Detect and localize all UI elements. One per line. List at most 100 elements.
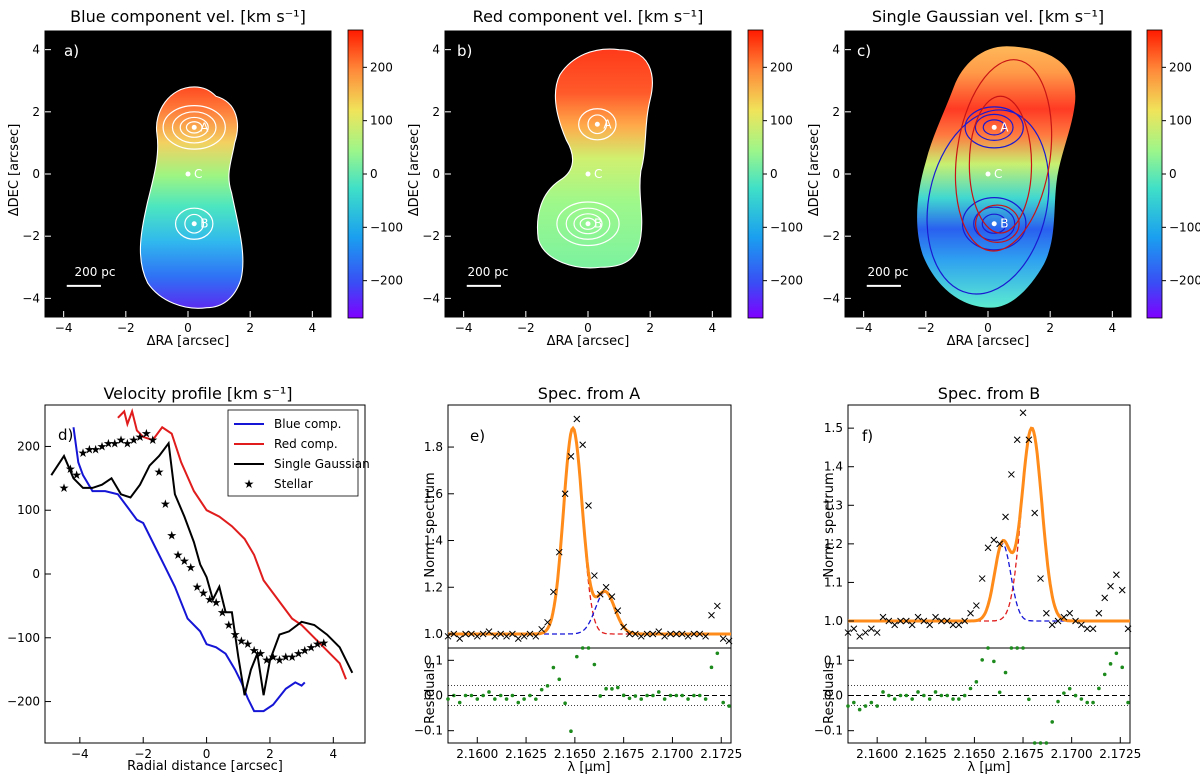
panel-f-residual-point bbox=[904, 693, 909, 698]
panel-c-nucleus-label: B bbox=[1000, 217, 1008, 231]
panel-e-residual-point bbox=[627, 696, 632, 701]
panel-f-data-point bbox=[1008, 471, 1015, 478]
panel-e-data-point bbox=[473, 632, 481, 640]
panel-f-residual-point bbox=[1091, 700, 1095, 705]
panel-d-stellar-point: ★ bbox=[287, 650, 298, 664]
panel-e-residual-point bbox=[522, 697, 526, 701]
panel-f-xlabel: λ [μm] bbox=[968, 760, 1011, 775]
panel-c-colorbar-tick-label: −100 bbox=[1169, 220, 1200, 234]
panel-d-stellar-point: ★ bbox=[147, 433, 158, 447]
panel-f-residual-point bbox=[945, 693, 949, 698]
panel-f-residual-point bbox=[986, 646, 990, 650]
panel-f-residual-point bbox=[1027, 697, 1031, 702]
panel-f-reslabel: Residuals bbox=[822, 662, 837, 724]
panel-e-data-point bbox=[456, 635, 464, 643]
panel-f-residual-point bbox=[875, 704, 879, 708]
panel-b-nucleus-label: A bbox=[603, 117, 612, 131]
panel-f-xtick-label: 2.1700 bbox=[1051, 747, 1093, 761]
panel-e-label: e) bbox=[470, 427, 485, 445]
panel-d-stellar-point: ★ bbox=[198, 586, 209, 600]
panel-f-data-point bbox=[850, 625, 858, 633]
panel-e-ytick-label: 1.0 bbox=[424, 627, 443, 641]
panel-b-xtick-label: −4 bbox=[455, 321, 473, 335]
panel-f-data-point bbox=[1095, 609, 1103, 617]
panel-e-res-ytick-label: 0.1 bbox=[424, 653, 443, 667]
panel-e-residual-point bbox=[475, 697, 480, 701]
panel-f-residual-point bbox=[887, 693, 891, 698]
panel-d-series-stellar: ★★★★★★★★★★★★★★★★★★★★★★★★★★★★★★★★★★★★★★★★… bbox=[59, 427, 330, 667]
panel-e-residual-point bbox=[580, 646, 585, 650]
panel-c-red-contour bbox=[974, 204, 1020, 243]
panel-f-data-point bbox=[1066, 609, 1074, 617]
panel-f-data-point bbox=[908, 621, 916, 629]
panel-f-residual-point bbox=[881, 690, 885, 694]
panel-e-residual-points bbox=[446, 646, 731, 734]
panel-f-data-point bbox=[844, 629, 852, 636]
panel-c-colorbar-bar bbox=[1146, 29, 1163, 319]
panel-c-label: c) bbox=[857, 42, 871, 60]
panel-f-data-point bbox=[1107, 582, 1114, 590]
panel-d-stellar-point: ★ bbox=[230, 628, 241, 642]
panel-d-stellar-point: ★ bbox=[154, 465, 165, 479]
panel-f-residual-point bbox=[1038, 741, 1043, 745]
panel-e-xtick-label: 2.1600 bbox=[456, 747, 498, 761]
panel-c-velocity-field bbox=[917, 46, 1076, 308]
panel-a-xtick-label: 2 bbox=[246, 321, 254, 335]
panel-f-ytick-label: 1.3 bbox=[824, 498, 843, 512]
legend-label: Stellar bbox=[274, 477, 313, 491]
panel-e-data-point bbox=[491, 632, 499, 640]
panel-d-stellar-point: ★ bbox=[109, 436, 120, 450]
panel-b-ytick-label: 4 bbox=[432, 43, 440, 57]
panel-c-blue-contour bbox=[973, 206, 1016, 241]
panel-e-residual-point bbox=[481, 693, 485, 698]
panel-f-data-point bbox=[856, 633, 864, 640]
panel-a-nucleus-C bbox=[185, 171, 191, 177]
panel-e-residual-point bbox=[645, 693, 649, 698]
panel-a-contour bbox=[185, 121, 203, 134]
panel-d-stellar-point: ★ bbox=[59, 481, 70, 495]
panel-e-residual-point bbox=[516, 700, 521, 705]
panel-e-data-point bbox=[696, 630, 704, 638]
panel-f-residual-point bbox=[1050, 720, 1055, 724]
panel-f-xtick-label: 2.1675 bbox=[1002, 747, 1044, 761]
panel-e-data-point bbox=[719, 635, 727, 643]
panel-d-stellar-point: ★ bbox=[268, 650, 279, 664]
panel-e-data-point bbox=[544, 618, 551, 626]
panel-b-label: b) bbox=[457, 42, 472, 60]
panel-e-residual-point bbox=[504, 697, 509, 701]
panel-e-ytick-label: 1.8 bbox=[424, 440, 443, 454]
panel-d-stellar-point: ★ bbox=[249, 644, 260, 658]
panel-a-ytick-label: −4 bbox=[22, 291, 40, 305]
panel-b-scalebar-label: 200 pc bbox=[468, 265, 509, 279]
panel-e-res-ytick-label: −0.1 bbox=[414, 724, 443, 738]
panel-e-data-point bbox=[713, 602, 721, 610]
panel-b-colorbar-tick-label: 200 bbox=[770, 60, 793, 74]
panel-d-stellar-point: ★ bbox=[312, 637, 323, 651]
panel-e-data-point bbox=[608, 593, 616, 600]
panel-f-data-point bbox=[961, 617, 969, 625]
panel-c-title: Single Gaussian vel. [km s⁻¹] bbox=[872, 7, 1104, 26]
panel-e-reslabel: Residuals bbox=[423, 662, 438, 724]
panel-b-velocity-region bbox=[537, 49, 653, 268]
panel-a-contour bbox=[179, 116, 209, 138]
panel-a-colorbar-tick-label: 0 bbox=[370, 167, 378, 181]
panel-f-residual-point bbox=[1079, 697, 1084, 701]
panel-e-xtick-label: 2.1675 bbox=[603, 747, 645, 761]
panel-e-data-point bbox=[690, 630, 698, 638]
panel-b-contours bbox=[537, 48, 653, 269]
panel-e-residual-point bbox=[487, 690, 491, 694]
panel-d-xtick-label: −2 bbox=[134, 747, 152, 761]
panel-a-title: Blue component vel. [km s⁻¹] bbox=[70, 7, 306, 26]
panel-d-stellar-point: ★ bbox=[236, 634, 247, 648]
panel-e-residual-point bbox=[586, 646, 591, 650]
panel-d-label: d) bbox=[58, 426, 73, 444]
panel-f-residual-point bbox=[869, 700, 874, 705]
panel-e-residual-point bbox=[709, 665, 714, 670]
panel-e-data-point bbox=[661, 632, 668, 640]
panel-f-residual-point bbox=[962, 693, 967, 698]
panel-c-blue-contour bbox=[981, 213, 1007, 234]
panel-b-contour bbox=[573, 213, 603, 235]
panel-f-residual-point bbox=[1085, 700, 1090, 705]
panel-f-label: f) bbox=[862, 427, 873, 445]
